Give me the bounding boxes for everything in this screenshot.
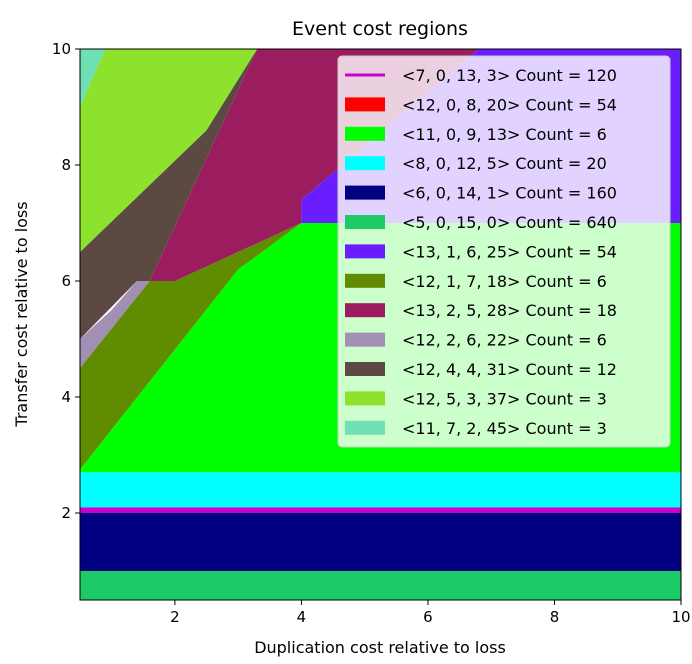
legend-label-4: <6, 0, 14, 1> Count = 160: [402, 184, 617, 203]
legend-items: <7, 0, 13, 3> Count = 120 <12, 0, 8, 20> …: [345, 66, 617, 438]
legend-swatch-8: [345, 303, 385, 318]
region-5-0: [80, 571, 681, 600]
y-tick-label: 10: [52, 40, 71, 58]
legend-label-10: <12, 4, 4, 31> Count = 12: [402, 360, 617, 379]
legend-swatch-6: [345, 244, 385, 259]
legend-label-2: <11, 0, 9, 13> Count = 6: [402, 125, 607, 144]
legend-swatch-11: [345, 391, 385, 406]
region-7-0: [80, 223, 302, 470]
legend-swatch-10: [345, 362, 385, 376]
legend-swatch-4: [345, 185, 385, 200]
legend-label-1: <12, 0, 8, 20> Count = 54: [402, 95, 617, 114]
legend-swatch-3: [345, 156, 385, 171]
x-tick-label: 8: [550, 608, 560, 626]
x-tick-label: 6: [423, 608, 433, 626]
legend-label-5: <5, 0, 15, 0> Count = 640: [402, 213, 617, 232]
chart-title: Event cost regions: [292, 18, 468, 40]
legend-swatch-5: [345, 215, 385, 229]
region-10-0: [80, 49, 258, 339]
x-axis-label: Duplication cost relative to loss: [254, 638, 506, 657]
legend-swatch-1: [345, 97, 385, 112]
y-tick-label: 8: [61, 156, 71, 174]
y-tick-label: 6: [61, 272, 71, 290]
legend-label-11: <12, 5, 3, 37> Count = 3: [402, 389, 607, 408]
legend-swatch-2: [345, 126, 385, 141]
plot-frame: [79, 48, 682, 601]
region-12-0: [80, 49, 106, 107]
region-4-0: [80, 513, 681, 571]
legend: <7, 0, 13, 3> Count = 120 <12, 0, 8, 20> …: [337, 55, 671, 448]
y-axis-label: Transfer cost relative to loss: [12, 201, 31, 427]
legend-swatch-12: [345, 420, 385, 435]
legend-label-3: <8, 0, 12, 5> Count = 20: [402, 154, 607, 173]
x-axis-ticks: 2 4 6 8 10: [170, 600, 691, 626]
x-tick-label: 10: [671, 608, 690, 626]
x-tick-label: 4: [297, 608, 307, 626]
legend-label-7: <12, 1, 7, 18> Count = 6: [402, 272, 607, 291]
legend-swatch-7: [345, 273, 385, 288]
y-tick-label: 4: [61, 388, 71, 406]
legend-label-9: <12, 2, 6, 22> Count = 6: [402, 331, 607, 350]
region-9-0: [80, 281, 150, 368]
legend-label-6: <13, 1, 6, 25> Count = 54: [402, 242, 617, 261]
y-axis-ticks: 2 4 6 8 10: [52, 40, 80, 522]
legend-swatch-9: [345, 332, 385, 347]
y-tick-label: 2: [61, 504, 71, 522]
legend-label-12: <11, 7, 2, 45> Count = 3: [402, 419, 607, 438]
legend-label-0: <7, 0, 13, 3> Count = 120: [402, 66, 617, 85]
legend-frame: [337, 55, 671, 448]
region-0-0: [80, 507, 681, 513]
region-3-0: [80, 472, 681, 508]
legend-label-8: <13, 2, 5, 28> Count = 18: [402, 301, 617, 320]
x-tick-label: 2: [170, 608, 180, 626]
region-11-0: [80, 49, 258, 252]
